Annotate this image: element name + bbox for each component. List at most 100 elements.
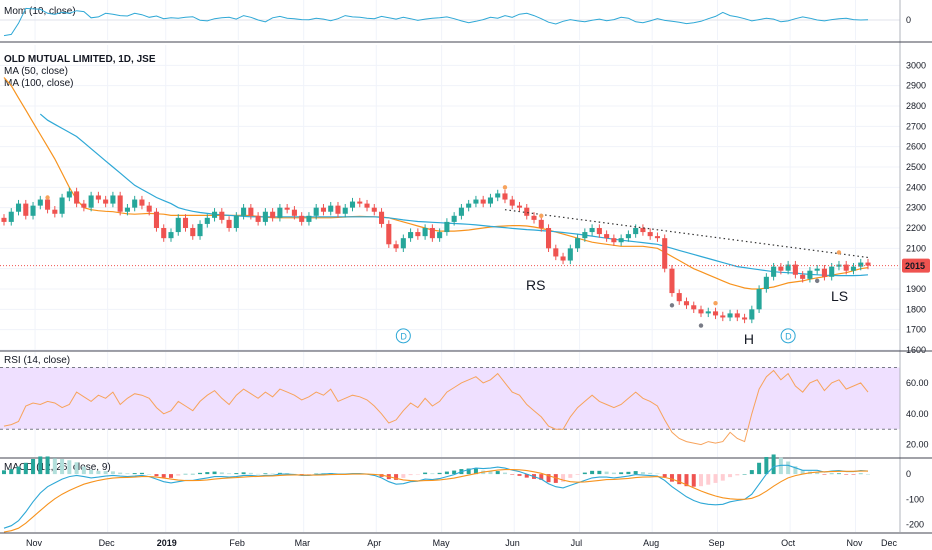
candle-body[interactable] bbox=[596, 228, 602, 235]
candle-body[interactable] bbox=[654, 236, 660, 239]
candle-body[interactable] bbox=[473, 199, 479, 204]
candle-body[interactable] bbox=[233, 215, 239, 228]
candle-body[interactable] bbox=[52, 209, 58, 214]
candle-body[interactable] bbox=[683, 301, 690, 306]
candle-body[interactable] bbox=[117, 195, 123, 212]
candle-body[interactable] bbox=[190, 228, 196, 237]
price-pane[interactable]: OLD MUTUAL LIMITED, 1D, JSE MA (50, clos… bbox=[0, 45, 900, 351]
dividend-marker[interactable] bbox=[395, 328, 411, 344]
candle-body[interactable] bbox=[763, 276, 769, 289]
candle-body[interactable] bbox=[749, 309, 755, 320]
candle-body[interactable] bbox=[364, 203, 370, 208]
candle-body[interactable] bbox=[357, 201, 363, 204]
candle-body[interactable] bbox=[778, 266, 784, 271]
candle-body[interactable] bbox=[306, 215, 312, 222]
candle-body[interactable] bbox=[669, 268, 675, 294]
candle-body[interactable] bbox=[771, 266, 777, 277]
candle-body[interactable] bbox=[30, 205, 36, 216]
candle-body[interactable] bbox=[785, 264, 791, 271]
candle-body[interactable] bbox=[248, 207, 254, 216]
candle-body[interactable] bbox=[734, 313, 740, 318]
time-axis[interactable]: Nov Dec 2019 Feb Mar Apr May Jun Jul Aug Sep Oct Nov… bbox=[26, 538, 897, 548]
candle-body[interactable] bbox=[197, 223, 203, 237]
candle-body[interactable] bbox=[335, 205, 341, 214]
candle-body[interactable] bbox=[320, 207, 327, 212]
candle-body[interactable] bbox=[618, 238, 624, 243]
candle-body[interactable] bbox=[466, 203, 472, 208]
candle-body[interactable] bbox=[756, 289, 762, 310]
candle-body[interactable] bbox=[270, 211, 276, 218]
candle-body[interactable] bbox=[691, 305, 697, 310]
candle-body[interactable] bbox=[451, 215, 457, 222]
candle-body[interactable] bbox=[299, 215, 305, 222]
candle-body[interactable] bbox=[146, 205, 152, 212]
candle-body[interactable] bbox=[516, 205, 523, 208]
candle-body[interactable] bbox=[531, 215, 537, 220]
candle-body[interactable] bbox=[59, 197, 65, 214]
candle-body[interactable] bbox=[277, 207, 283, 218]
candle-body[interactable] bbox=[161, 228, 167, 239]
candle-body[interactable] bbox=[524, 207, 530, 216]
candle-body[interactable] bbox=[444, 221, 450, 233]
candle-body[interactable] bbox=[843, 264, 849, 271]
candle-body[interactable] bbox=[1, 217, 7, 222]
candle-body[interactable] bbox=[66, 191, 72, 198]
candle-body[interactable] bbox=[132, 199, 138, 208]
candle-body[interactable] bbox=[124, 207, 130, 212]
candle-body[interactable] bbox=[241, 207, 247, 216]
candle-body[interactable] bbox=[88, 195, 94, 208]
candle-body[interactable] bbox=[371, 207, 377, 212]
candle-body[interactable] bbox=[182, 217, 189, 228]
candle-body[interactable] bbox=[727, 313, 733, 318]
candle-body[interactable] bbox=[110, 195, 116, 204]
candle-body[interactable] bbox=[204, 217, 210, 224]
candle-body[interactable] bbox=[262, 211, 268, 222]
candle-body[interactable] bbox=[814, 268, 820, 271]
candle-body[interactable] bbox=[604, 234, 610, 239]
candle-body[interactable] bbox=[393, 244, 399, 249]
candle-body[interactable] bbox=[23, 203, 29, 216]
candle-body[interactable] bbox=[647, 232, 653, 237]
candle-body[interactable] bbox=[458, 207, 464, 216]
candle-body[interactable] bbox=[705, 311, 711, 314]
candle-body[interactable] bbox=[487, 197, 493, 204]
candle-body[interactable] bbox=[422, 228, 428, 237]
candle-body[interactable] bbox=[662, 238, 668, 269]
candle-body[interactable] bbox=[95, 195, 101, 200]
candle-body[interactable] bbox=[480, 199, 486, 204]
candle-body[interactable] bbox=[800, 274, 806, 279]
candle-body[interactable] bbox=[821, 268, 827, 277]
candle-body[interactable] bbox=[509, 199, 515, 206]
candle-body[interactable] bbox=[865, 262, 871, 266]
candle-body[interactable] bbox=[291, 209, 297, 216]
candle-body[interactable] bbox=[437, 232, 443, 239]
candle-body[interactable] bbox=[37, 199, 43, 206]
candle-body[interactable] bbox=[611, 238, 617, 243]
candle-body[interactable] bbox=[625, 234, 631, 239]
candle-body[interactable] bbox=[408, 232, 414, 239]
candle-body[interactable] bbox=[226, 219, 232, 228]
momentum-pane[interactable]: Mom (10, close) bbox=[0, 0, 900, 40]
candle-body[interactable] bbox=[15, 203, 22, 212]
candle-body[interactable] bbox=[429, 228, 435, 239]
candle-body[interactable] bbox=[640, 228, 646, 233]
candle-body[interactable] bbox=[349, 201, 356, 208]
candle-body[interactable] bbox=[400, 238, 406, 249]
candle-body[interactable] bbox=[720, 315, 726, 318]
candle-body[interactable] bbox=[328, 205, 334, 212]
candle-body[interactable] bbox=[836, 264, 842, 267]
candle-body[interactable] bbox=[139, 199, 145, 206]
candle-body[interactable] bbox=[81, 203, 87, 208]
candle-body[interactable] bbox=[386, 223, 392, 245]
candle-body[interactable] bbox=[379, 211, 385, 224]
candle-body[interactable] bbox=[829, 266, 835, 277]
candle-body[interactable] bbox=[553, 248, 559, 257]
candle-body[interactable] bbox=[153, 211, 160, 228]
candle-body[interactable] bbox=[850, 266, 857, 271]
candle-body[interactable] bbox=[712, 311, 719, 316]
candle-body[interactable] bbox=[538, 219, 544, 228]
candle-body[interactable] bbox=[45, 199, 51, 210]
macd-pane[interactable]: MACD (12, 26, close, 9) bbox=[4, 459, 856, 532]
candle-body[interactable] bbox=[8, 211, 14, 222]
candle-body[interactable] bbox=[567, 248, 573, 261]
